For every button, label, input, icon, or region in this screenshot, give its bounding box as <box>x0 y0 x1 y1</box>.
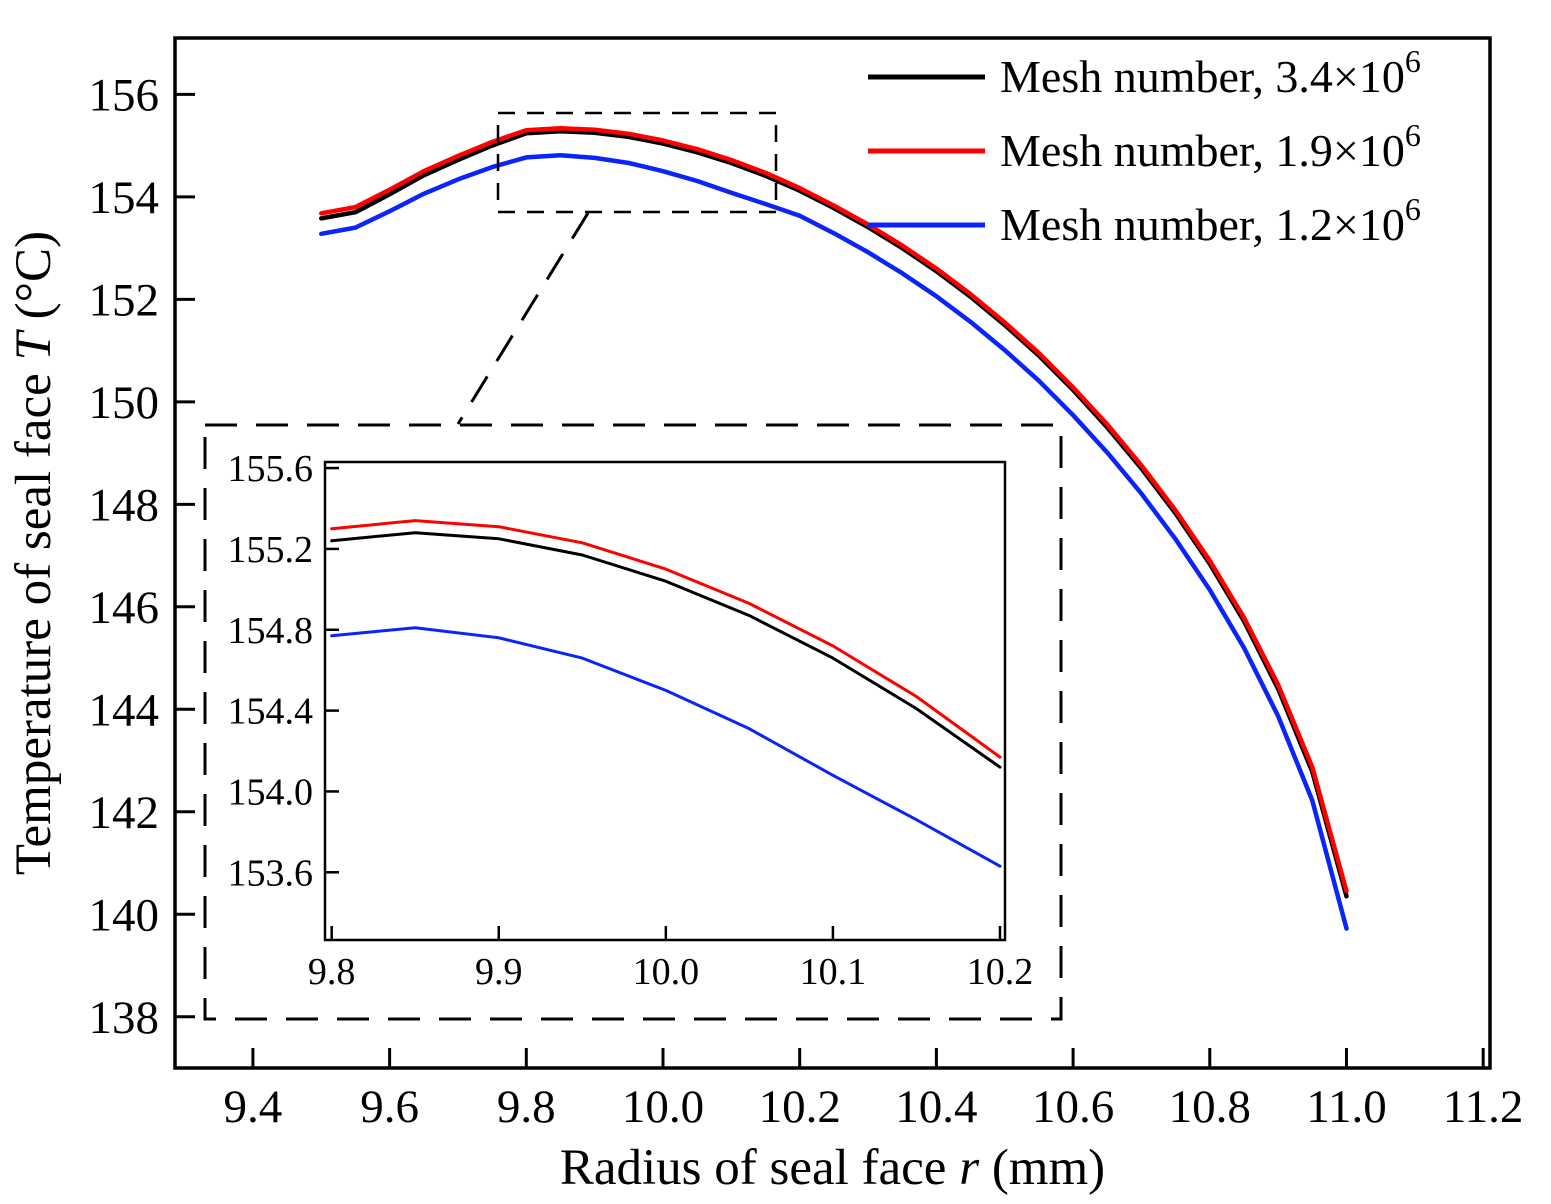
x-tick-label: 10.8 <box>1169 1081 1251 1133</box>
inset-series-line-mesh-1.2e6 <box>330 626 1002 868</box>
zoom-connector-line <box>456 212 590 425</box>
inset-y-tick-label: 154.4 <box>228 691 314 733</box>
y-tick-label: 156 <box>89 69 160 121</box>
inset-frame <box>323 460 1007 942</box>
inset-y-tick-label: 154.0 <box>228 771 314 813</box>
inset-series-line-mesh-3.4e6 <box>330 531 1002 769</box>
x-tick-label: 9.8 <box>497 1081 556 1133</box>
inset-x-tick-label: 9.8 <box>308 951 356 993</box>
inset-x-tick-label: 10.1 <box>800 951 867 993</box>
y-tick-label: 138 <box>89 992 160 1044</box>
y-tick-label: 150 <box>89 377 160 429</box>
y-tick-label: 152 <box>89 274 160 326</box>
x-tick-label: 10.2 <box>759 1081 841 1133</box>
zoom-source-rect <box>496 111 778 214</box>
x-tick-label: 11.0 <box>1306 1081 1387 1133</box>
inset-y-tick-label: 153.6 <box>228 852 314 894</box>
x-tick-label: 11.2 <box>1443 1081 1524 1133</box>
zoom-target-rect <box>203 423 1063 1021</box>
inset-y-tick-label: 155.2 <box>228 529 314 571</box>
legend-entry-mesh-1.2e6: Mesh number, 1.2×106 <box>868 191 1421 250</box>
legend-entry-mesh-3.4e6: Mesh number, 3.4×106 <box>868 43 1421 102</box>
y-tick-label: 142 <box>89 787 160 839</box>
inset-x-tick-label: 10.2 <box>967 951 1034 993</box>
y-tick-label: 146 <box>89 582 160 634</box>
legend: Mesh number, 3.4×106 Mesh number, 1.9×106… <box>868 43 1421 250</box>
inset-y-tick-label: 154.8 <box>228 610 314 652</box>
inset-y-tick-label: 155.6 <box>228 448 314 490</box>
legend-label: Mesh number, 1.9×106 <box>1000 117 1421 176</box>
y-tick-label: 144 <box>89 684 160 736</box>
y-tick-label: 140 <box>89 889 160 941</box>
series-line-mesh-1.9e6 <box>319 125 1349 894</box>
legend-label: Mesh number, 3.4×106 <box>1000 43 1421 102</box>
legend-label: Mesh number, 1.2×106 <box>1000 191 1421 250</box>
y-axis-title: Temperature of seal face T (°C) <box>6 231 62 875</box>
x-axis-title: Radius of seal face r (mm) <box>560 1140 1105 1196</box>
main-plot-frame <box>173 36 1492 1070</box>
inset-series-line-mesh-1.9e6 <box>330 519 1002 759</box>
y-tick-label: 148 <box>89 479 160 531</box>
legend-entry-mesh-1.9e6: Mesh number, 1.9×106 <box>868 117 1421 176</box>
x-tick-label: 10.0 <box>622 1081 704 1133</box>
x-tick-label: 9.6 <box>360 1081 419 1133</box>
x-tick-label: 10.4 <box>895 1081 977 1133</box>
x-tick-label: 9.4 <box>224 1081 283 1133</box>
x-tick-label: 10.6 <box>1032 1081 1114 1133</box>
y-tick-label: 154 <box>89 172 160 224</box>
inset-x-tick-label: 10.0 <box>633 951 700 993</box>
inset-x-tick-label: 9.9 <box>475 951 523 993</box>
series-line-mesh-1.2e6 <box>319 153 1349 931</box>
